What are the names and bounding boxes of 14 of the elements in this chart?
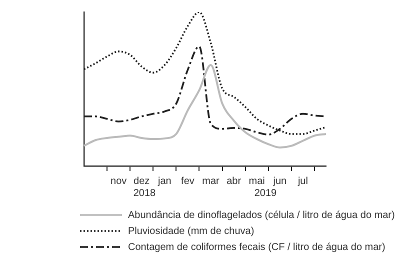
x-tick-label: dez [134, 176, 150, 187]
x-tick-label: mai [248, 176, 265, 187]
x-tick-label: jan [156, 176, 172, 187]
x-tick-label: nov [110, 176, 127, 187]
x-tick-label: mar [202, 176, 220, 187]
x-tick-label: fev [181, 176, 194, 187]
legend-label: Contagem de coliformes fecais (CF / litro de água do mar) [128, 242, 386, 252]
x-tick-label: jul [296, 176, 308, 187]
text: 2018 [133, 188, 156, 199]
legend-label: Pluviosidade (mm de chuva) [128, 226, 254, 236]
text: 2019 [254, 188, 278, 199]
legend-label: Abundância de dinoflagelados (célula / litro de água do mar) [128, 210, 395, 220]
x-tick-label: abr [226, 176, 242, 187]
x-tick-label: jun [272, 176, 287, 187]
